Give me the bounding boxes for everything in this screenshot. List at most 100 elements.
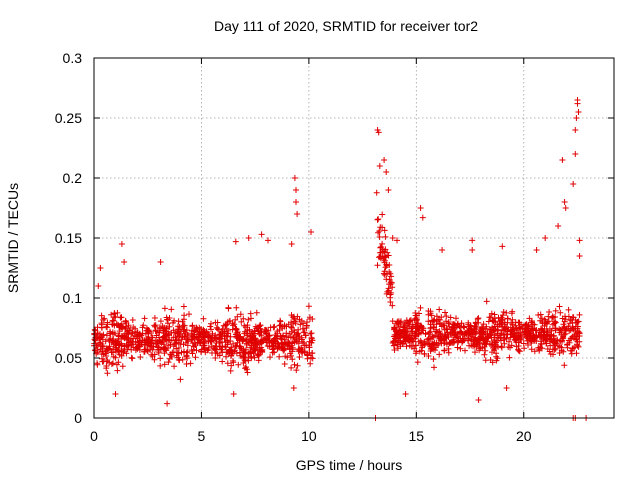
data-point [155,329,161,336]
data-point [161,345,168,352]
data-point [271,323,278,330]
data-point [441,322,448,329]
data-point [461,337,467,343]
data-point [201,334,208,341]
data-point [179,318,186,325]
data-point [161,305,168,312]
data-point [388,279,395,286]
data-point [276,344,283,351]
data-point [574,97,581,103]
data-point [515,319,522,326]
data-point [382,264,389,271]
data-point [544,319,551,326]
data-point [200,342,207,349]
data-point [115,322,122,329]
data-point [412,323,419,330]
data-point [500,309,507,315]
data-point [395,345,401,352]
data-point [289,356,296,363]
data-point [495,343,502,350]
data-point [139,330,146,337]
data-point [501,340,508,347]
data-point [402,391,409,397]
data-point [498,314,504,321]
data-point [98,324,105,331]
data-point [472,349,478,356]
data-point [469,237,476,244]
data-point [213,324,220,331]
data-point [288,241,295,247]
data-point [279,325,286,332]
data-point [201,345,208,352]
data-point [528,319,535,326]
data-point [558,329,565,336]
data-point [253,342,260,349]
data-point [247,310,254,317]
data-point [239,337,246,344]
data-point [110,317,117,324]
data-point [266,332,273,339]
data-point [149,337,156,344]
data-point [416,330,422,337]
data-point [386,262,393,268]
data-point [255,351,262,358]
data-point [118,340,125,347]
data-point [383,262,390,269]
data-point [293,187,299,193]
data-point [224,360,231,367]
data-point [504,315,511,322]
data-point [572,323,579,330]
data-point [151,315,158,321]
data-point [137,354,144,360]
data-point [248,353,255,360]
data-point [118,352,125,359]
y-tick-labels: 0 0.05 0.1 0.15 0.2 0.25 0.3 [55,50,82,426]
data-point [94,330,101,337]
data-point [464,335,471,342]
data-point [500,327,507,333]
data-point [180,328,187,335]
data-point [441,347,448,354]
data-point [106,336,113,343]
data-point [532,334,539,341]
y-tick-label: 0.05 [55,350,82,366]
data-point [418,347,425,354]
data-point [417,205,424,211]
data-point [525,335,531,342]
data-point [391,326,398,333]
data-point [98,312,105,319]
data-point [257,329,264,336]
data-point [375,129,382,136]
data-point [575,109,582,115]
data-point [163,314,170,321]
data-point [243,366,250,373]
data-point [115,348,122,355]
data-point [383,169,390,175]
data-point [531,333,538,340]
data-point [508,310,515,317]
data-point [436,316,443,323]
data-point [447,314,454,321]
data-point [95,283,102,289]
data-point [381,157,388,163]
data-point [159,339,166,345]
x-tick-label: 0 [90,428,98,444]
data-point [254,346,261,353]
data-point [219,326,226,333]
data-point [246,339,253,346]
data-point [118,241,125,247]
data-point [374,216,381,223]
data-point [281,345,288,352]
data-point [569,324,576,331]
data-point [189,350,196,357]
data-point [99,343,106,350]
data-point [281,361,288,367]
y-tick-label: 0.3 [63,50,83,66]
data-point [404,331,411,338]
data-point [522,330,529,337]
y-tick-label: 0.15 [55,230,82,246]
data-point [196,337,203,344]
data-point [483,298,490,305]
data-point [542,235,549,241]
data-point [198,336,205,342]
